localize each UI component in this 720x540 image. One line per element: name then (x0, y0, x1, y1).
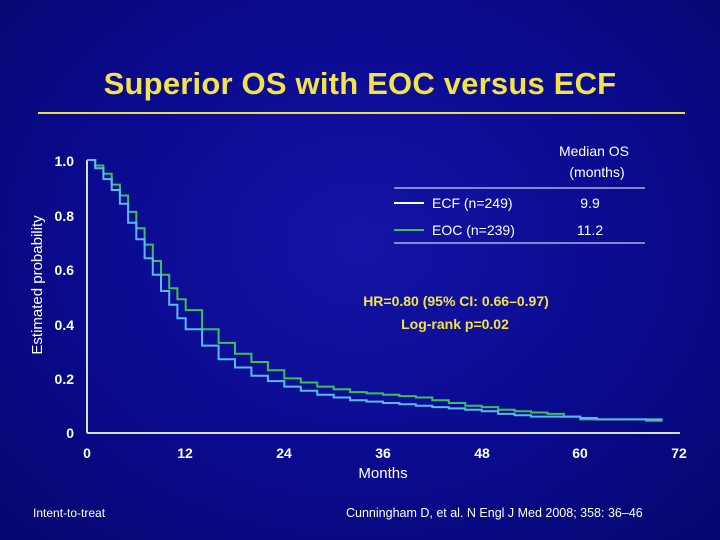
legend-header-line1: Median OS (559, 143, 629, 159)
y-tick-label: 0.4 (55, 317, 75, 333)
x-axis-title: Months (358, 465, 407, 482)
y-tick-label: 0.8 (55, 208, 75, 224)
series-line-eoc (87, 159, 663, 422)
x-tick-label: 36 (375, 445, 391, 461)
legend: Median OS (months) ECF (n=249) 9.9 EOC (… (394, 143, 645, 244)
slide-title: Superior OS with EOC versus ECF (103, 66, 617, 101)
annotation-log-rank: Log-rank p=0.02 (401, 316, 509, 332)
footer-citation: Cunningham D, et al. N Engl J Med 2008; … (346, 506, 643, 520)
x-tick-label: 72 (671, 445, 687, 461)
legend-median-ecf: 9.9 (580, 195, 600, 211)
footer-population-note: Intent-to-treat (33, 506, 106, 520)
y-axis-title: Estimated probability (29, 215, 46, 355)
y-tick-label: 0.2 (55, 371, 75, 387)
x-tick-label: 24 (276, 445, 292, 461)
x-tick-label: 12 (177, 445, 193, 461)
annotation-hazard-ratio: HR=0.80 (95% CI: 0.66–0.97) (363, 293, 549, 309)
legend-label-ecf: ECF (n=249) (432, 195, 513, 211)
legend-label-eoc: EOC (n=239) (432, 222, 515, 238)
title-divider (38, 112, 685, 114)
series-layer (87, 159, 663, 422)
legend-median-eoc: 11.2 (577, 222, 603, 238)
legend-header-line2: (months) (569, 164, 624, 180)
y-tick-label: 0 (66, 425, 74, 441)
x-tick-label: 0 (83, 445, 91, 461)
y-tick-label: 1.0 (55, 153, 75, 169)
y-tick-label: 0.6 (55, 262, 75, 278)
x-tick-label: 48 (474, 445, 490, 461)
series-line-ecf (87, 159, 663, 421)
x-tick-label: 60 (572, 445, 588, 461)
